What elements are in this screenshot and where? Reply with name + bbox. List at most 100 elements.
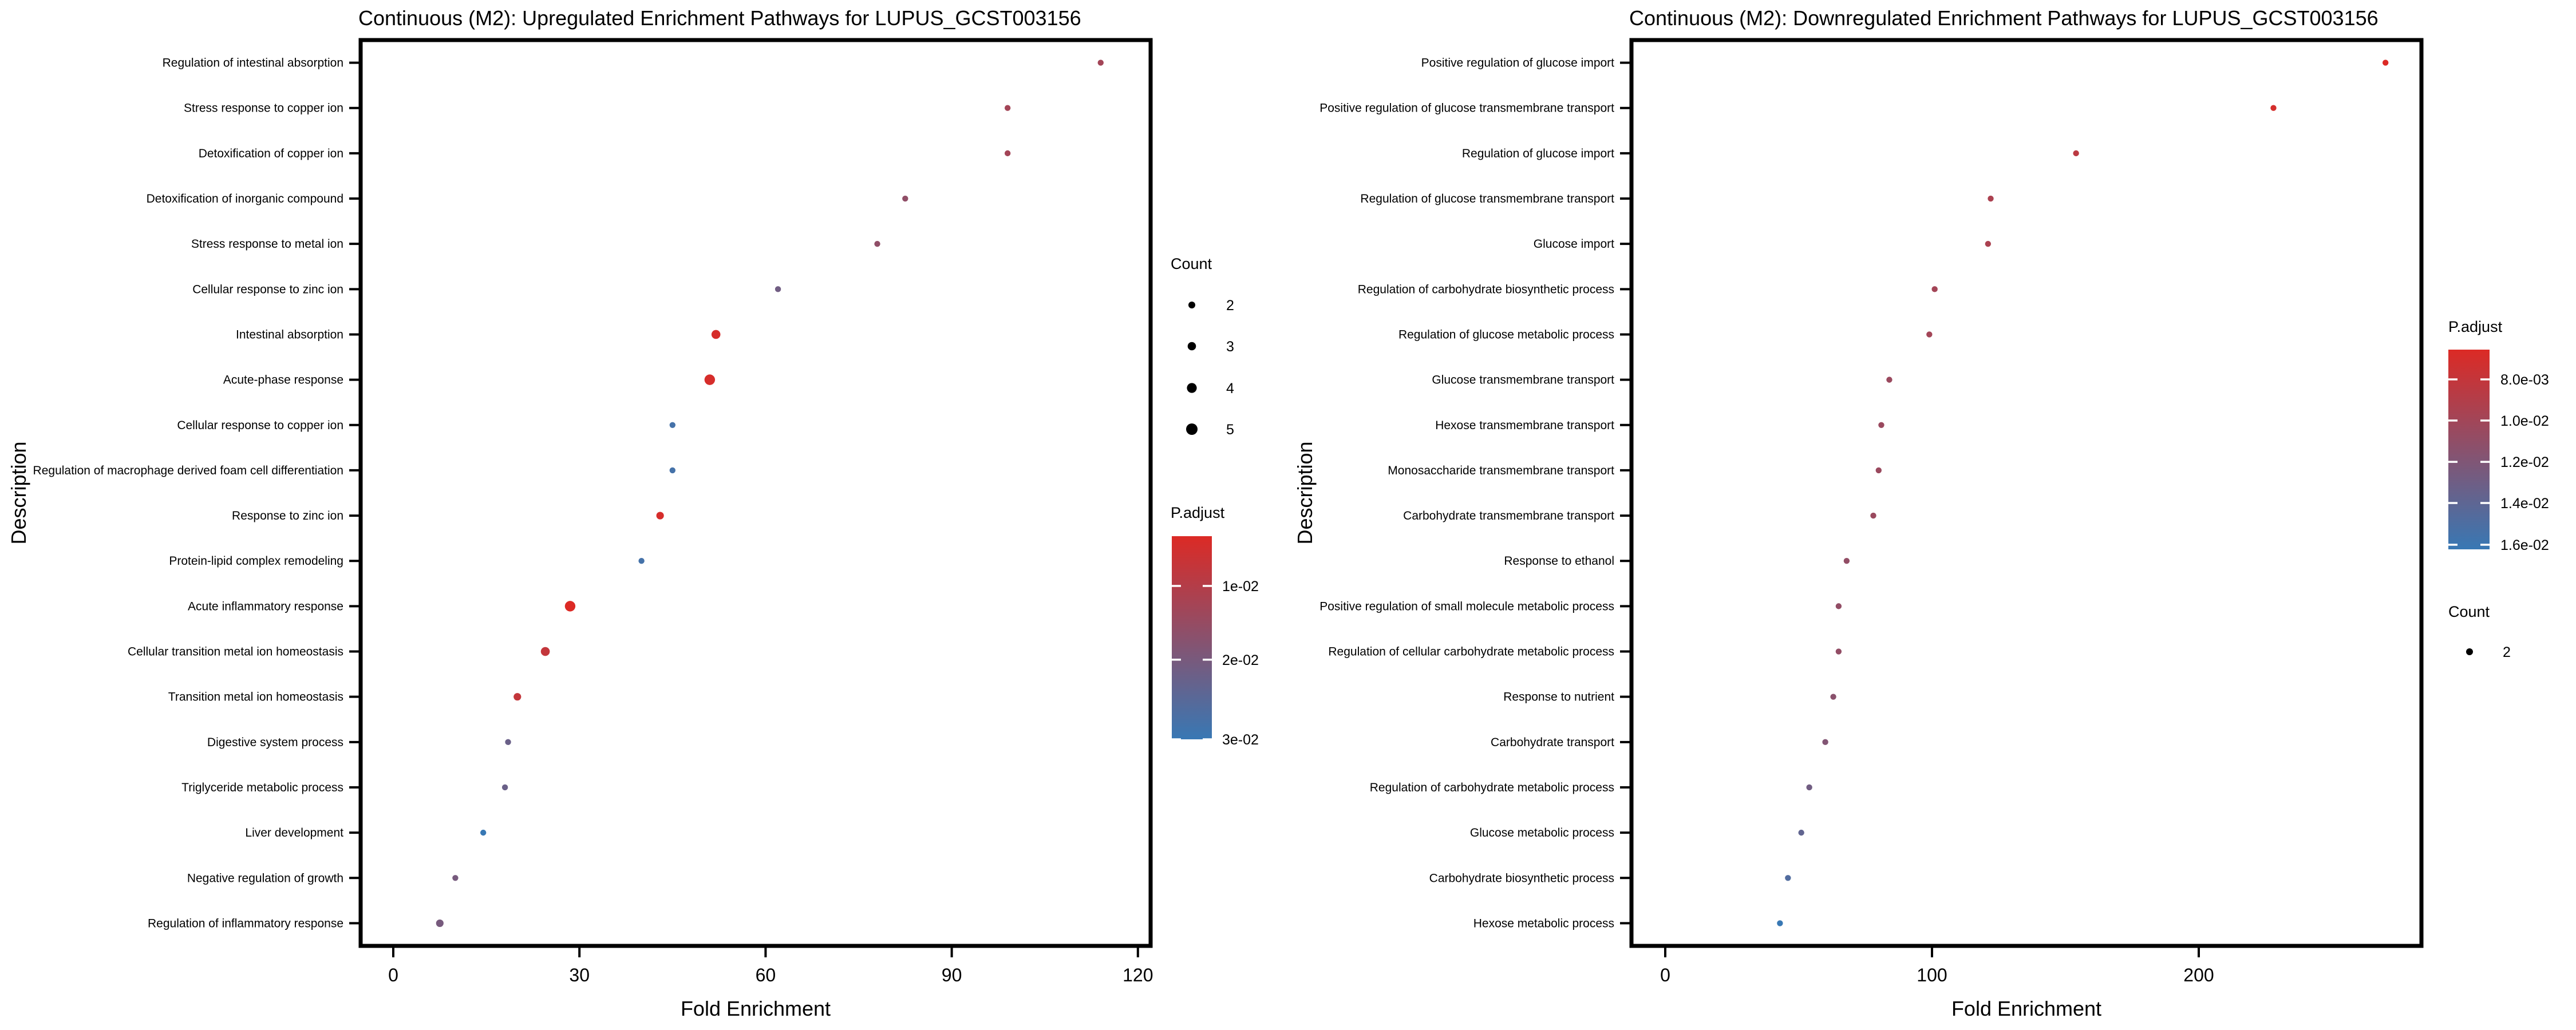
y-axis-title: Description [7, 441, 30, 544]
data-point [669, 422, 676, 428]
y-category-label: Cellular transition metal ion homeostasi… [128, 645, 343, 659]
y-category-label: Regulation of glucose metabolic process [1398, 328, 1614, 341]
data-point [1988, 195, 1994, 202]
padjust-tick-label: 1.2e-02 [2500, 454, 2549, 470]
padjust-tick-label: 1.0e-02 [2500, 413, 2549, 429]
count-legend-dot [2466, 648, 2473, 655]
count-legend-title: Count [1171, 255, 1212, 272]
data-point [513, 693, 521, 701]
y-category-label: Regulation of glucose import [1462, 147, 1614, 160]
data-point [1806, 784, 1812, 791]
y-category-label: Hexose transmembrane transport [1435, 419, 1614, 432]
data-point [874, 240, 880, 247]
y-category-label: Carbohydrate biosynthetic process [1429, 871, 1614, 885]
y-category-label: Carbohydrate transport [1491, 736, 1614, 749]
data-point [2270, 105, 2277, 111]
data-point [1886, 377, 1893, 383]
y-category-label: Regulation of inflammatory response [148, 917, 343, 930]
y-category-label: Acute-phase response [223, 374, 343, 387]
x-tick-label: 100 [1917, 965, 1947, 985]
y-category-label: Carbohydrate transmembrane transport [1403, 509, 1614, 522]
data-point [1835, 603, 1842, 609]
x-axis-title: Fold Enrichment [681, 997, 831, 1020]
y-category-label: Detoxification of inorganic compound [147, 192, 343, 205]
count-legend-dot [1188, 302, 1195, 308]
y-category-label: Positive regulation of glucose transmemb… [1319, 102, 1614, 115]
data-point [540, 647, 550, 656]
data-point [1785, 875, 1791, 881]
plot-title: Continuous (M2): Upregulated Enrichment … [358, 6, 1081, 30]
count-legend-dot [1186, 423, 1198, 435]
y-category-label: Positive regulation of small molecule me… [1319, 600, 1614, 613]
data-point [638, 558, 645, 564]
data-point [1878, 422, 1884, 428]
padjust-tick-label: 1e-02 [1222, 579, 1259, 595]
padjust-colorbar [2448, 350, 2490, 549]
y-category-label: Acute inflammatory response [188, 600, 343, 613]
right-plot: Continuous (M2): Downregulated Enrichmen… [1293, 6, 2549, 1020]
data-point [1822, 739, 1828, 746]
y-category-label: Protein-lipid complex remodeling [169, 554, 343, 568]
y-category-label: Liver development [245, 826, 343, 839]
y-category-label: Response to zinc ion [232, 509, 343, 522]
y-category-label: Positive regulation of glucose import [1421, 57, 1615, 70]
x-axis-title: Fold Enrichment [1951, 997, 2101, 1020]
data-point [436, 919, 444, 928]
data-point [775, 286, 781, 292]
data-point [1931, 286, 1938, 292]
x-tick-label: 120 [1123, 965, 1153, 985]
padjust-tick-label: 3e-02 [1222, 732, 1259, 748]
y-category-label: Regulation of intestinal absorption [163, 57, 343, 70]
y-category-label: Cellular response to zinc ion [192, 283, 343, 296]
count-legend-label: 2 [1226, 298, 1234, 314]
y-category-label: Regulation of macrophage derived foam ce… [33, 464, 343, 477]
count-legend-title: Count [2448, 603, 2490, 620]
x-tick-label: 0 [1660, 965, 1670, 985]
data-point [1985, 240, 1992, 247]
data-point [1097, 60, 1104, 66]
plot-title: Continuous (M2): Downregulated Enrichmen… [1629, 6, 2379, 30]
y-category-label: Glucose import [1534, 237, 1614, 251]
data-point [505, 739, 511, 746]
x-tick-label: 0 [388, 965, 398, 985]
data-point [1843, 558, 1850, 564]
data-point [1830, 694, 1836, 700]
y-category-label: Stress response to metal ion [191, 237, 343, 251]
y-category-label: Detoxification of copper ion [199, 147, 343, 160]
padjust-tick-label: 2e-02 [1222, 652, 1259, 668]
data-point [704, 374, 716, 385]
data-point [1798, 829, 1804, 836]
data-point [480, 829, 487, 836]
padjust-tick-label: 1.6e-02 [2500, 537, 2549, 553]
y-category-label: Regulation of glucose transmembrane tran… [1360, 192, 1614, 205]
data-point [1875, 467, 1882, 474]
data-point [711, 330, 721, 339]
data-point [452, 875, 459, 881]
left-plot: Continuous (M2): Upregulated Enrichment … [7, 6, 1259, 1020]
y-category-label: Digestive system process [207, 736, 343, 749]
data-point [1835, 648, 1842, 655]
y-category-label: Response to nutrient [1503, 691, 1614, 704]
panel-border [1629, 38, 2424, 948]
y-category-label: Triglyceride metabolic process [181, 781, 343, 794]
y-category-label: Glucose metabolic process [1470, 826, 1614, 839]
count-legend-label: 4 [1226, 381, 1234, 397]
y-category-label: Regulation of cellular carbohydrate meta… [1328, 645, 1614, 659]
y-category-label: Intestinal absorption [236, 328, 343, 341]
y-axis-title: Description [1293, 441, 1317, 544]
count-legend-label: 3 [1226, 339, 1234, 355]
padjust-legend-title: P.adjust [2448, 318, 2503, 335]
y-category-label: Glucose transmembrane transport [1432, 374, 1614, 387]
count-legend-dot [1187, 383, 1197, 393]
panel-border [358, 38, 1153, 948]
x-tick-label: 200 [2183, 965, 2214, 985]
y-category-label: Negative regulation of growth [187, 871, 343, 885]
y-category-label: Regulation of carbohydrate biosynthetic … [1358, 283, 1614, 296]
data-point [1870, 512, 1876, 519]
count-legend-dot [1187, 342, 1196, 351]
data-point [1004, 150, 1011, 157]
y-category-label: Regulation of carbohydrate metabolic pro… [1370, 781, 1614, 794]
data-point [1004, 105, 1011, 111]
x-tick-label: 90 [942, 965, 962, 985]
